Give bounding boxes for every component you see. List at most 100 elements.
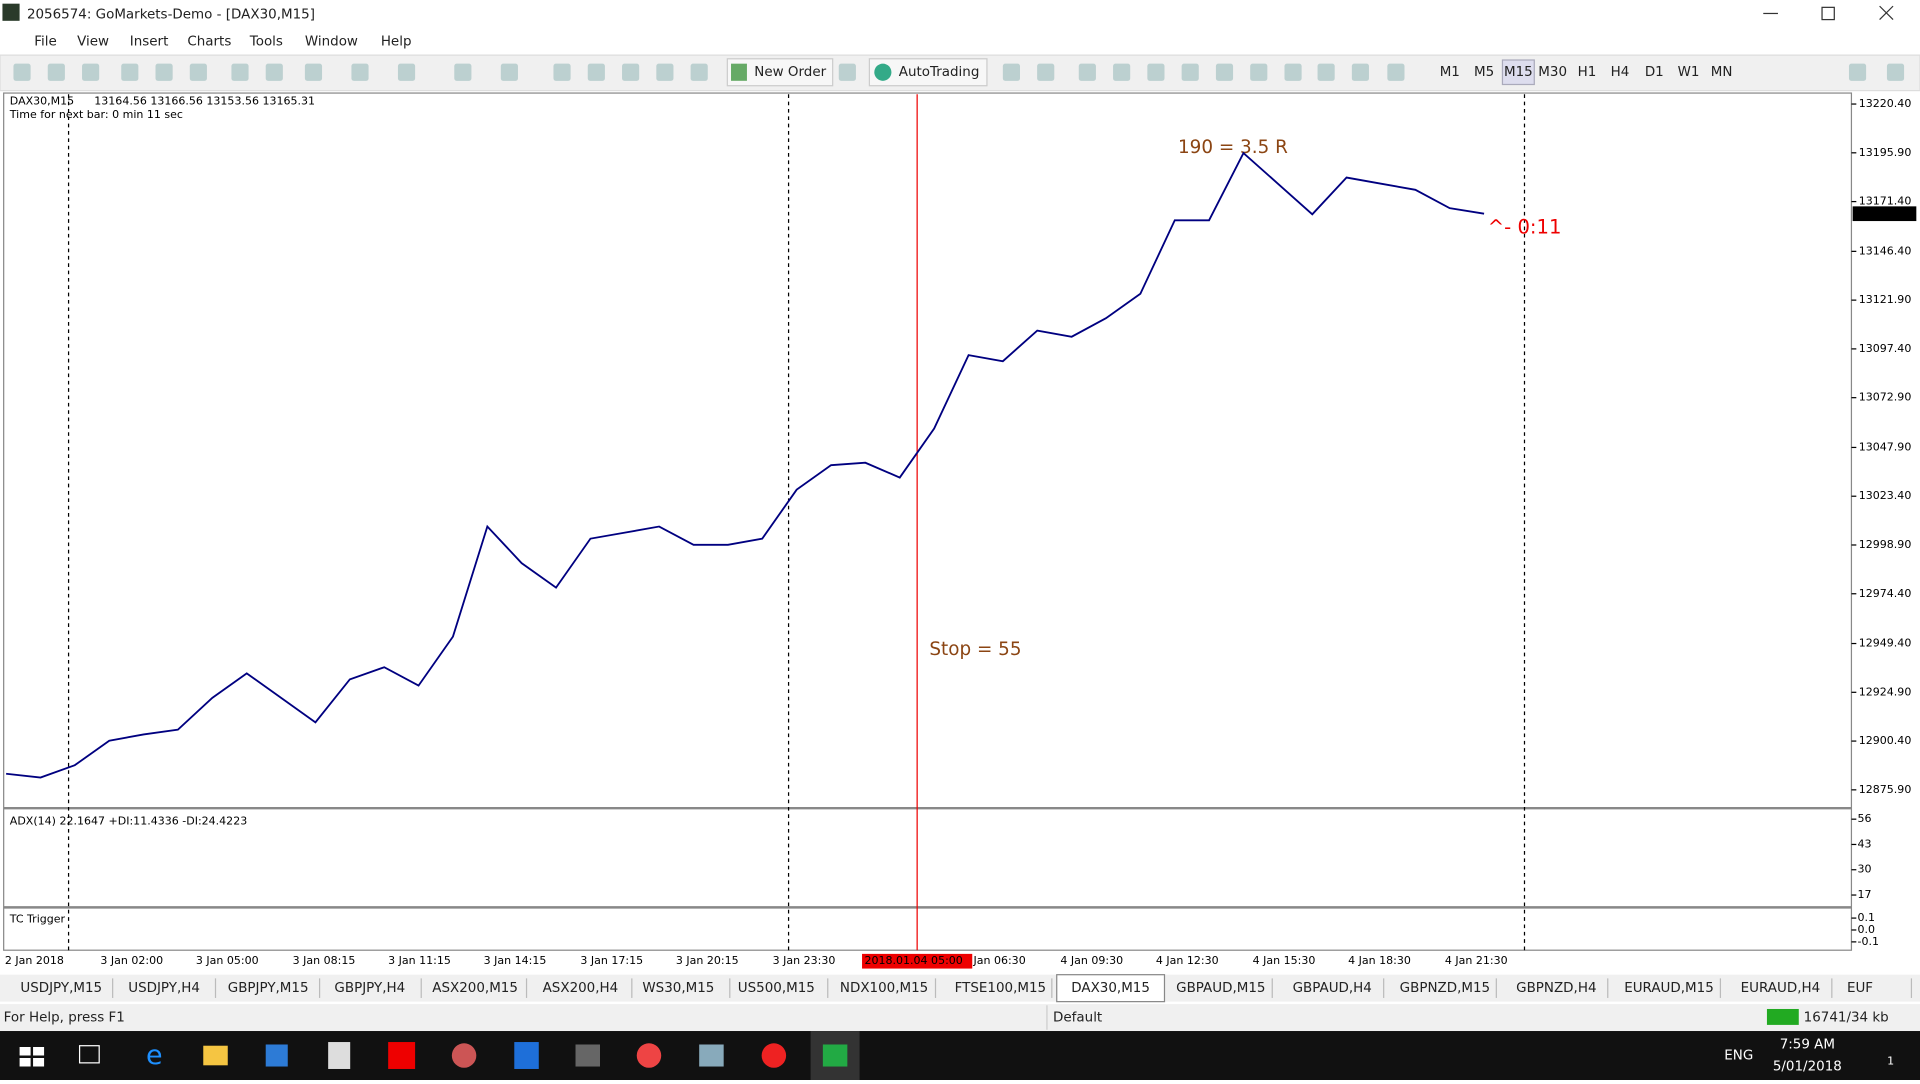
menu-item[interactable]: Tools xyxy=(249,35,283,50)
app-icon[interactable] xyxy=(451,1043,477,1068)
tab[interactable]: DAX30,M15 xyxy=(1071,981,1150,996)
toolbar-button[interactable] xyxy=(1886,63,1905,81)
toolbar-button[interactable] xyxy=(587,63,605,81)
edge-icon[interactable]: e xyxy=(146,1040,163,1071)
toolbar-button[interactable] xyxy=(1317,63,1335,81)
menu-item[interactable]: Window xyxy=(305,35,358,50)
toolbar-button[interactable] xyxy=(656,63,674,81)
tab[interactable]: FTSE100,M15 xyxy=(955,981,1046,996)
app-icon[interactable] xyxy=(699,1044,724,1067)
toolbar-button[interactable] xyxy=(553,63,571,81)
restore[interactable] xyxy=(1821,6,1835,21)
tab[interactable]: USDJPY,M15 xyxy=(20,981,102,996)
tab[interactable]: ASX200,H4 xyxy=(543,981,619,996)
toolbar-button[interactable] xyxy=(454,63,472,81)
toolbar-button[interactable] xyxy=(121,63,139,81)
timeframe-button[interactable]: H4 xyxy=(1611,65,1630,80)
menu-item[interactable]: Help xyxy=(381,35,412,50)
toolbar-button[interactable] xyxy=(351,63,369,81)
status-profile: Default xyxy=(1053,1011,1102,1026)
new-order-label: New Order xyxy=(754,65,826,80)
toolbar-button[interactable] xyxy=(690,63,708,81)
toolbar-button[interactable] xyxy=(500,63,518,81)
toolbar-button[interactable] xyxy=(838,63,856,81)
toolbar-button[interactable] xyxy=(1848,63,1867,81)
toolbar-button[interactable] xyxy=(397,63,416,81)
app-icon[interactable] xyxy=(761,1043,787,1068)
menu-bar xyxy=(0,26,1920,56)
price-line xyxy=(6,151,1485,779)
menu-item[interactable]: View xyxy=(77,35,109,50)
timeframe-button[interactable]: D1 xyxy=(1645,65,1664,80)
toolbar-button[interactable] xyxy=(189,63,207,81)
task-view[interactable] xyxy=(78,1045,100,1064)
tab[interactable]: GBPAUD,H4 xyxy=(1293,981,1372,996)
tab[interactable]: EUF xyxy=(1847,981,1873,996)
mt4-icon[interactable] xyxy=(822,1044,848,1067)
timeframe-button[interactable]: W1 xyxy=(1678,65,1700,80)
tab[interactable]: GBPJPY,M15 xyxy=(228,981,309,996)
tab[interactable]: GBPNZD,M15 xyxy=(1400,981,1490,996)
toolbar-button[interactable] xyxy=(1284,63,1302,81)
toolbar-button[interactable] xyxy=(231,63,249,81)
toolbar-button[interactable] xyxy=(1078,63,1096,81)
toolbar-button[interactable] xyxy=(1037,63,1055,81)
tab[interactable]: NDX100,M15 xyxy=(840,981,928,996)
tab[interactable]: USDJPY,H4 xyxy=(128,981,200,996)
tab[interactable]: GBPAUD,M15 xyxy=(1176,981,1265,996)
y-tick-label: -0.1 xyxy=(1858,935,1880,948)
timeframe-button[interactable]: MN xyxy=(1711,65,1733,80)
taskbar-time[interactable]: 7:59 AM xyxy=(1780,1037,1835,1052)
store-icon[interactable] xyxy=(265,1044,288,1067)
toolbar-button[interactable] xyxy=(1113,63,1131,81)
toolbar-button[interactable] xyxy=(155,63,173,81)
toolbar-button[interactable] xyxy=(1250,63,1268,81)
timeframe-button[interactable]: M1 xyxy=(1440,65,1460,80)
tab[interactable]: US500,M15 xyxy=(738,981,815,996)
tab[interactable]: GBPNZD,H4 xyxy=(1516,981,1596,996)
calculator-icon[interactable] xyxy=(328,1042,351,1069)
toolbar-button[interactable] xyxy=(13,63,31,81)
app-icon[interactable] xyxy=(514,1042,539,1069)
close[interactable] xyxy=(1879,5,1894,21)
timeframe-button[interactable]: M15 xyxy=(1504,65,1533,80)
app-icon xyxy=(2,3,20,21)
toolbar-button[interactable] xyxy=(1181,63,1199,81)
tab[interactable]: GBPJPY,H4 xyxy=(334,981,405,996)
toolbar-button[interactable] xyxy=(265,63,283,81)
toolbar-button[interactable] xyxy=(1002,63,1020,81)
symbol-header: DAX30,M15 xyxy=(10,95,74,108)
timeframe-button[interactable]: M30 xyxy=(1538,65,1567,80)
toolbar-button[interactable] xyxy=(1147,63,1165,81)
y-tick-label: 12875.90 xyxy=(1859,783,1912,796)
explorer-icon[interactable] xyxy=(203,1045,228,1066)
toolbar-button[interactable] xyxy=(304,63,323,81)
y-tick-label: 56 xyxy=(1858,812,1872,825)
x-tick-label: 4 Jan 09:30 xyxy=(1060,954,1123,967)
x-tick-label: 2018.01.04 05:00 xyxy=(864,954,962,967)
tab[interactable]: ASX200,M15 xyxy=(432,981,518,996)
timeframe-active xyxy=(1501,59,1535,86)
app-icon[interactable] xyxy=(575,1044,600,1067)
notification-count[interactable]: 1 xyxy=(1887,1055,1894,1068)
menu-item[interactable]: Charts xyxy=(187,35,231,50)
taskbar-language[interactable]: ENG xyxy=(1724,1049,1753,1064)
toolbar-button[interactable] xyxy=(1215,63,1234,81)
taskbar-date[interactable]: 5/01/2018 xyxy=(1773,1060,1842,1075)
chrome-icon[interactable] xyxy=(636,1043,662,1068)
toolbar-button[interactable] xyxy=(1351,63,1369,81)
menu-item[interactable]: Insert xyxy=(130,35,169,50)
menu-item[interactable]: File xyxy=(34,35,57,50)
timeframe-button[interactable]: H1 xyxy=(1578,65,1597,80)
toolbar-button[interactable] xyxy=(1387,63,1405,81)
tab[interactable]: EURAUD,M15 xyxy=(1624,981,1714,996)
app-icon[interactable] xyxy=(388,1042,416,1069)
toolbar-button[interactable] xyxy=(47,63,65,81)
tab[interactable]: EURAUD,H4 xyxy=(1741,981,1821,996)
start-button[interactable] xyxy=(19,1046,45,1067)
toolbar-button[interactable] xyxy=(622,63,640,81)
timeframe-button[interactable]: M5 xyxy=(1474,65,1494,80)
tab[interactable]: WS30,M15 xyxy=(642,981,714,996)
toolbar-button[interactable] xyxy=(82,63,100,81)
